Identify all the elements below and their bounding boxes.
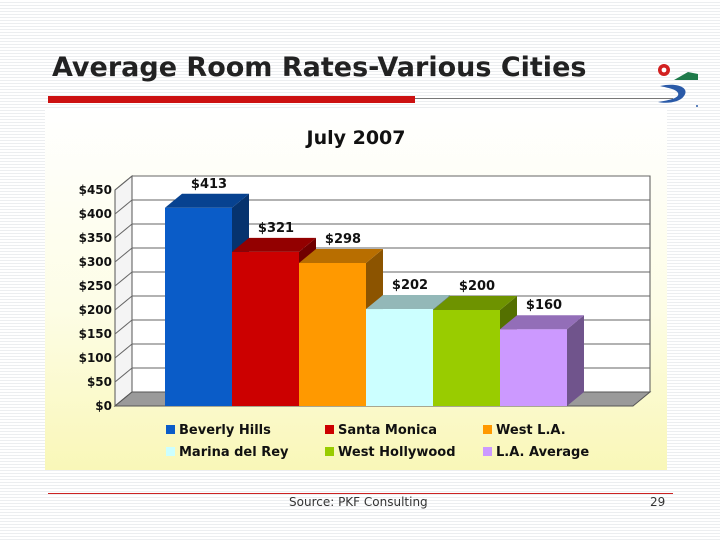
bar-chart: July 2007 $0$50$100$150$200$250$300$350$… (79, 127, 652, 460)
y-tick-label: $100 (79, 351, 112, 365)
legend-entry: West L.A. (496, 423, 566, 438)
y-tick-label: $300 (79, 255, 112, 269)
legend-swatch (166, 425, 175, 434)
chart-panel: July 2007 $0 $50 $100 $150 $200 $250 $300 $350 $… (45, 110, 667, 470)
y-tick-label: $50 (87, 375, 112, 389)
bar-top (299, 248, 383, 263)
legend-entry: West Hollywood (338, 445, 456, 460)
legend-entry: Marina del Rey (179, 445, 289, 460)
bar-top (500, 315, 584, 330)
title-accent-bar (48, 96, 415, 103)
y-tick-label: $200 (79, 303, 112, 317)
legend-swatch (166, 447, 175, 456)
y-tick-label: $150 (79, 327, 112, 341)
footer-rule (48, 493, 673, 494)
gridline (114, 223, 650, 239)
logo-blue-swoosh (658, 84, 686, 103)
bar-side (567, 315, 584, 406)
bar-front (433, 310, 500, 406)
data-label: $413 (191, 177, 227, 192)
y-tick-label: $400 (79, 207, 112, 221)
y-tick-label: $0 (95, 399, 112, 413)
bar-top (366, 295, 450, 310)
bar-top (232, 237, 316, 252)
data-label: $321 (258, 221, 294, 236)
bar-front (299, 262, 366, 406)
bar-top (433, 296, 517, 310)
legend-entry: Beverly Hills (179, 423, 271, 438)
page-number: 29 (650, 495, 666, 509)
gridline (114, 175, 650, 191)
chart-plot-area: $0 $50 $100 $150 $200 $250 $300 $350 $400 $450 $41… (79, 174, 652, 460)
gridline (114, 271, 650, 287)
bar-front (165, 207, 232, 406)
bar-front (500, 329, 567, 406)
data-label: $160 (526, 298, 562, 313)
bar-front (232, 251, 299, 406)
logo-green-shape (674, 72, 698, 80)
chart-title: July 2007 (305, 127, 406, 149)
legend-swatch (325, 425, 334, 434)
chart-side-wall (114, 174, 133, 408)
legend-swatch (483, 425, 492, 434)
logo-dot (696, 105, 698, 107)
data-label: $298 (325, 232, 361, 247)
gridline (114, 199, 650, 215)
y-tick-label: $350 (79, 231, 112, 245)
legend-entry: L.A. Average (496, 445, 589, 460)
bar-top (165, 193, 249, 208)
legend-swatch (325, 447, 334, 456)
data-label: $202 (392, 278, 428, 293)
data-label: $200 (459, 279, 495, 294)
slide-title: Average Room Rates-Various Cities (52, 52, 587, 83)
company-logo (658, 64, 698, 107)
logo-red-circle-inner (661, 67, 667, 73)
legend-swatch (483, 447, 492, 456)
source-credit: Source: PKF Consulting (289, 495, 428, 509)
y-tick-label: $250 (79, 279, 112, 293)
y-tick-label: $450 (79, 183, 112, 197)
gridline (114, 247, 650, 263)
legend-entry: Santa Monica (338, 423, 437, 438)
bar-front (366, 309, 433, 406)
title-underline (415, 98, 673, 99)
